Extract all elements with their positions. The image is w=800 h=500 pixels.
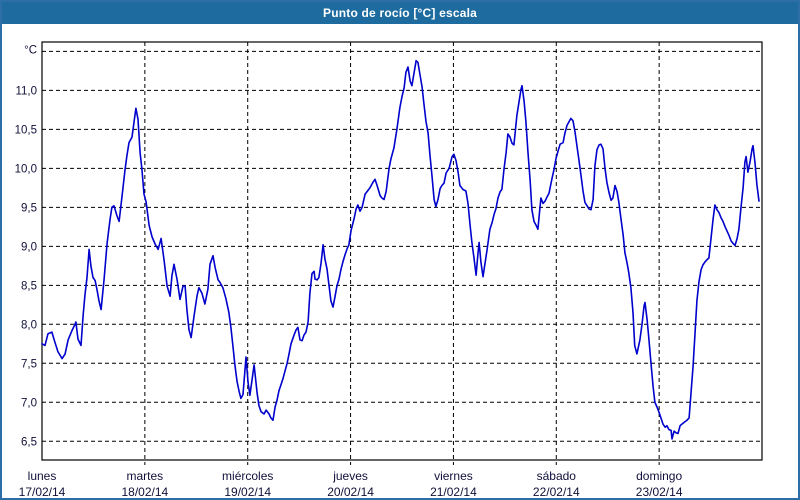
series-lines (41, 59, 760, 440)
y-tick-label: 9,5 (21, 202, 37, 214)
x-axis-labels: lunes 17/02/14 martes 18/02/14 miércoles 19/0… (19, 469, 683, 498)
x-date-label: 23/02/14 (636, 485, 683, 498)
y-tick-label: 8,0 (21, 319, 37, 331)
x-date-label: 17/02/14 (19, 485, 66, 498)
y-tick-label: 7,5 (21, 358, 37, 370)
plot-frame (41, 41, 763, 461)
x-date-label: 22/02/14 (533, 485, 580, 498)
x-day-label: lunes (28, 469, 57, 483)
x-day-label: martes (127, 469, 164, 483)
y-tick-label: 9,0 (21, 241, 37, 253)
y-tick-label: 10,0 (15, 163, 37, 175)
y-gridlines (42, 50, 762, 442)
y-tick-label: 7,0 (21, 397, 37, 409)
x-day-label: jueves (332, 469, 368, 483)
x-date-label: 19/02/14 (224, 485, 271, 498)
y-tick-label: 6,5 (21, 436, 37, 448)
x-day-label: sábado (537, 469, 577, 483)
dewpoint-line (41, 59, 760, 440)
y-axis-unit-label: °C (24, 44, 37, 56)
x-date-label: 21/02/14 (430, 485, 477, 498)
y-axis-labels: 11,0 10,5 10,0 9,5 9,0 8,5 8,0 7,5 7,0 6,5 °C (15, 44, 37, 448)
window-title: Punto de rocío [°C] escala (322, 6, 478, 20)
x-date-label: 18/02/14 (121, 485, 168, 498)
chart-canvas: 11,0 10,5 10,0 9,5 9,0 8,5 8,0 7,5 7,0 6,5 °C lunes… (15, 41, 763, 498)
chart-area: 11,0 10,5 10,0 9,5 9,0 8,5 8,0 7,5 7,0 6,5 °C lunes… (2, 24, 798, 498)
x-date-label: 20/02/14 (327, 485, 374, 498)
y-tick-label: 8,5 (21, 280, 37, 292)
y-tick-label: 10,5 (15, 124, 37, 136)
x-day-label: domingo (636, 469, 682, 483)
x-day-label: miércoles (222, 469, 273, 483)
y-tick-label: 11,0 (15, 85, 37, 97)
window-titlebar: Punto de rocío [°C] escala (2, 2, 798, 24)
plot-border (41, 41, 763, 461)
x-day-label: viernes (434, 469, 473, 483)
x-gridlines (144, 42, 660, 465)
